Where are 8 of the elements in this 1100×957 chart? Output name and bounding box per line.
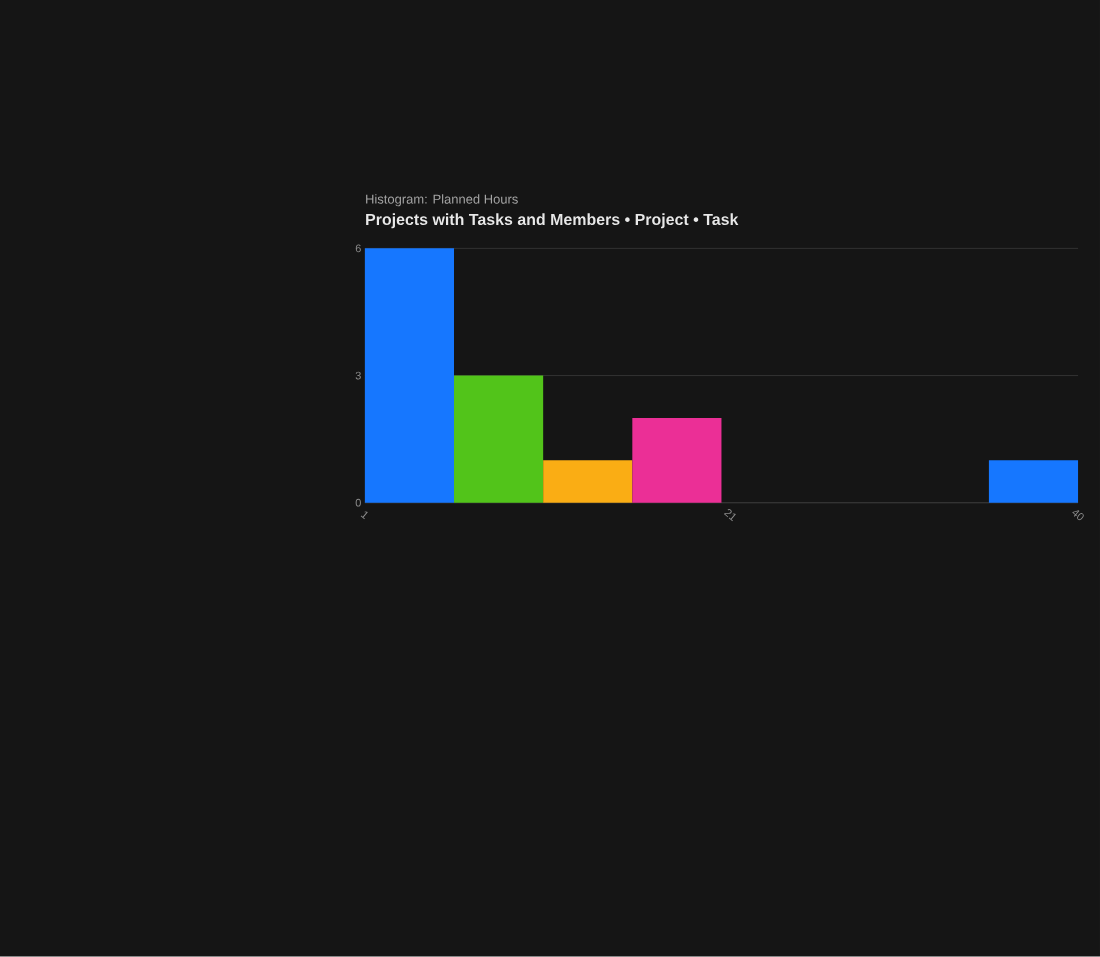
x-tick-label: 21 [723,509,736,522]
y-tick-label: 3 [355,371,361,380]
chart-title: Projects with Tasks and Members • Project • Task [366,213,739,229]
y-tick-label: 0 [355,499,361,507]
y-tick-label: 6 [355,244,361,253]
x-tick-label: 40 [1072,510,1084,521]
chart-subtitle: Histogram: Planned Hours [366,194,518,207]
x-tick-label: 1 [360,511,368,520]
